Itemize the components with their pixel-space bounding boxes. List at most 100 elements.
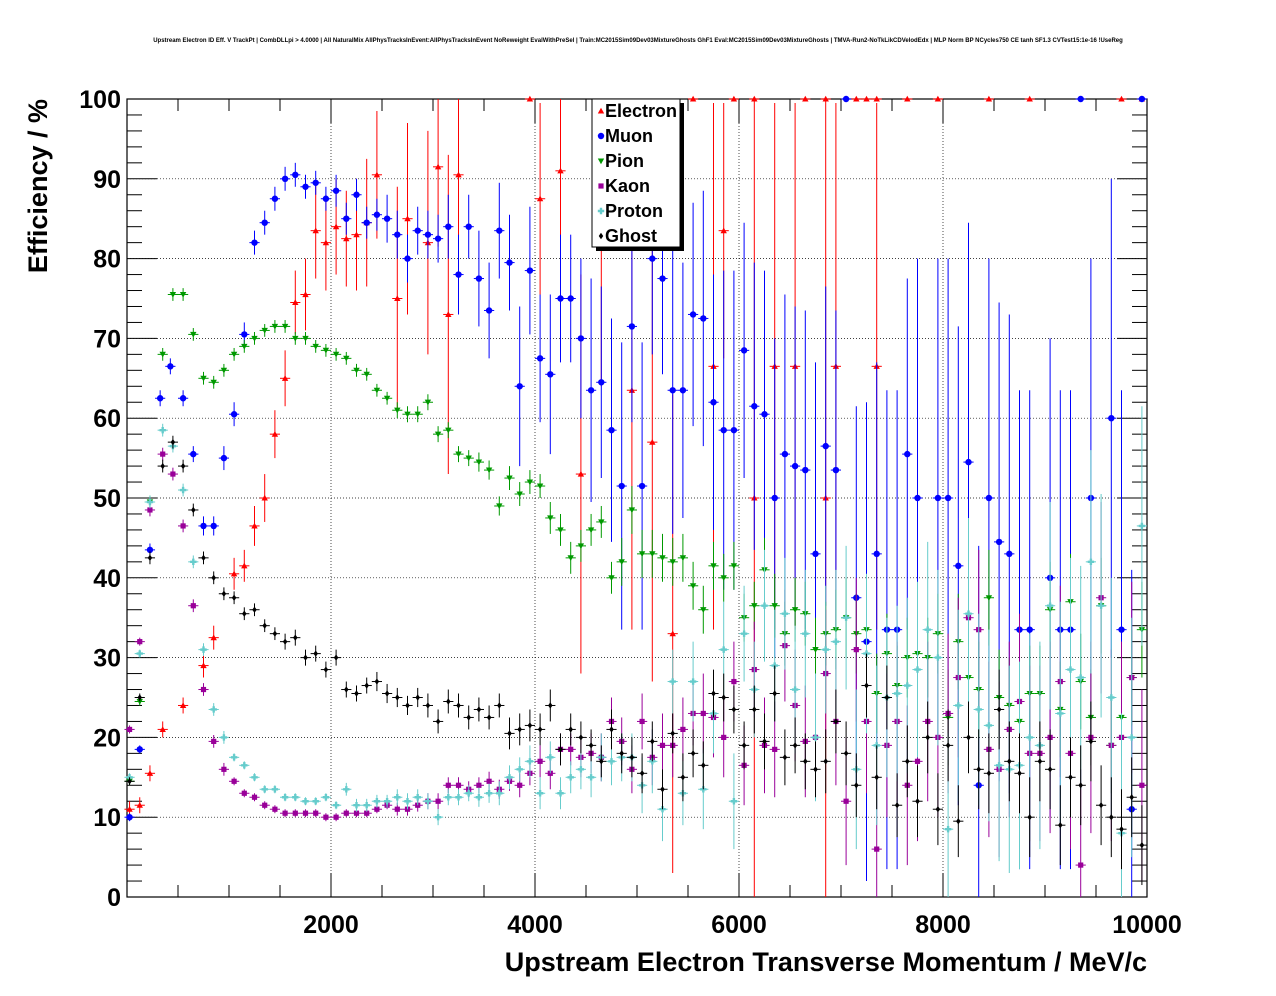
data-point: [147, 554, 153, 562]
data-point: [650, 738, 655, 745]
data-point: [1077, 95, 1084, 103]
data-point: [659, 555, 666, 562]
data-point: [211, 738, 217, 744]
data-point: [373, 171, 381, 178]
data-point: [190, 450, 197, 458]
data-point: [126, 814, 133, 821]
y-tick-label: 40: [93, 565, 121, 593]
data-point: [1129, 794, 1134, 801]
data-point: [465, 223, 472, 230]
data-point: [507, 730, 512, 737]
data-point: [292, 335, 299, 342]
data-point: [944, 825, 952, 833]
data-point: [1118, 626, 1125, 633]
data-point: [558, 746, 563, 753]
legend-label-pion: Pion: [605, 151, 644, 171]
data-point: [486, 714, 492, 721]
data-point: [159, 726, 166, 732]
data-point: [791, 607, 799, 613]
data-point: [445, 794, 452, 801]
legend-marker-electron: [597, 107, 605, 114]
legend-label-kaon: Kaon: [605, 176, 650, 196]
data-point: [506, 475, 513, 482]
data-point: [210, 706, 217, 713]
data-point: [434, 814, 442, 821]
data-point: [180, 462, 186, 470]
data-point: [190, 603, 196, 609]
data-point: [934, 494, 942, 502]
data-point: [281, 794, 289, 801]
data-point: [669, 678, 676, 685]
data-point: [435, 718, 441, 725]
data-point: [598, 379, 605, 386]
data-point: [771, 494, 778, 502]
x-tick-label: 2000: [303, 911, 359, 939]
data-point: [730, 426, 738, 434]
data-point: [772, 746, 778, 752]
data-point: [547, 754, 554, 761]
data-point: [904, 450, 911, 458]
data-point: [446, 698, 451, 705]
data-point: [751, 403, 758, 410]
data-point: [956, 817, 961, 825]
data-point: [587, 774, 595, 781]
data-point: [864, 682, 869, 689]
data-point: [588, 742, 594, 749]
data-point: [628, 507, 636, 514]
data-point: [985, 722, 993, 729]
data-point: [242, 610, 247, 617]
data-point: [221, 590, 227, 597]
data-point: [200, 662, 207, 669]
data-point: [782, 754, 788, 761]
data-point: [323, 814, 329, 820]
data-point: [137, 694, 142, 701]
data-point: [475, 459, 483, 466]
data-point: [802, 95, 809, 102]
data-point: [608, 426, 615, 434]
data-point: [680, 774, 686, 781]
data-point: [1026, 95, 1033, 102]
data-point: [762, 738, 767, 745]
data-point: [660, 786, 665, 793]
data-point: [873, 95, 880, 102]
x-tick-labels: 2000 4000 6000 8000 10000: [303, 911, 1182, 939]
data-point: [517, 726, 522, 733]
data-point: [1037, 758, 1043, 765]
data-point: [333, 814, 339, 820]
data-point: [761, 411, 768, 418]
y-tick-label: 10: [93, 804, 121, 832]
data-point: [587, 387, 595, 394]
data-point: [914, 758, 921, 764]
data-point: [567, 295, 574, 302]
data-point: [1119, 825, 1124, 833]
data-point: [537, 758, 543, 764]
data-point: [904, 682, 911, 689]
y-tick-label: 100: [79, 86, 121, 114]
data-point: [547, 371, 554, 378]
data-point: [1078, 862, 1084, 868]
data-point: [384, 690, 390, 697]
data-point: [904, 95, 911, 102]
data-point: [170, 438, 176, 446]
data-point: [700, 607, 707, 613]
data-point: [731, 678, 737, 685]
data-point: [639, 770, 645, 777]
data-point: [241, 762, 248, 769]
data-point: [332, 223, 340, 230]
series-proton: [124, 406, 1147, 897]
data-point: [526, 479, 534, 486]
data-point: [679, 555, 687, 562]
legend-marker-proton: [597, 207, 605, 215]
data-point: [557, 527, 564, 534]
data-point: [536, 790, 544, 797]
data-point: [303, 654, 308, 661]
data-point: [1017, 770, 1022, 777]
data-point: [711, 690, 716, 697]
data-point: [271, 323, 279, 330]
data-point: [975, 706, 982, 713]
data-point: [282, 638, 288, 645]
data-point: [230, 411, 238, 418]
data-point: [282, 810, 288, 816]
data-point: [332, 351, 340, 358]
data-point: [312, 343, 319, 350]
